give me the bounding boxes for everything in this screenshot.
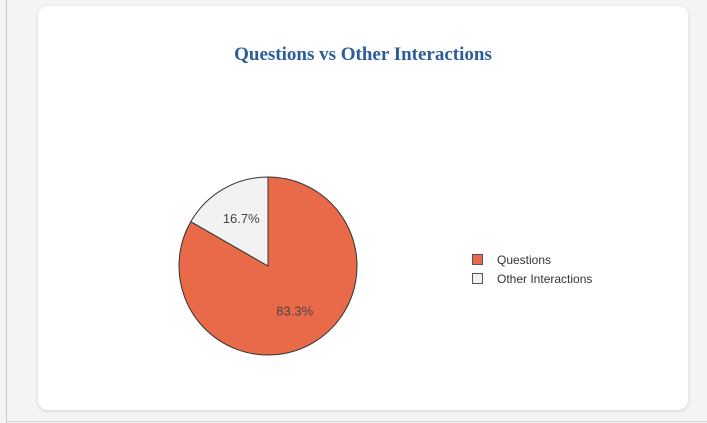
legend-item-questions: Questions	[472, 250, 592, 269]
chart-legend: Questions Other Interactions	[472, 250, 592, 288]
chart-card: Questions vs Other Interactions 83.3% 16.…	[38, 6, 688, 410]
legend-item-other-interactions: Other Interactions	[472, 269, 592, 288]
pie-label-other-interactions: 16.7%	[223, 211, 260, 226]
left-divider	[6, 0, 7, 423]
bottom-divider	[6, 421, 707, 422]
legend-swatch	[472, 254, 483, 265]
pie-label-questions: 83.3%	[276, 304, 313, 319]
legend-label: Questions	[497, 252, 552, 267]
legend-swatch	[472, 273, 483, 284]
legend-label: Other Interactions	[497, 271, 593, 286]
chart-title: Questions vs Other Interactions	[234, 44, 492, 65]
pie-chart: 83.3% 16.7%	[178, 176, 358, 356]
pie-slice-other-interactions	[190, 176, 269, 267]
